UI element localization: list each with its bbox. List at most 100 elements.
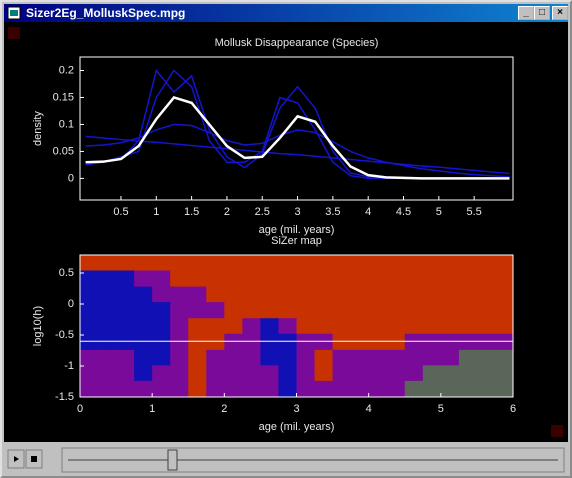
sizer-cell: [152, 286, 171, 303]
sizer-cell: [260, 255, 279, 272]
sizer-cell: [350, 318, 370, 335]
sizer-cell: [440, 255, 460, 272]
sizer-cell: [440, 302, 460, 319]
sizer-cell: [296, 318, 316, 335]
x-tick-label: 1: [149, 403, 155, 415]
sizer-cell: [224, 255, 243, 272]
sizer-cell: [476, 255, 496, 272]
sizer-cell: [314, 286, 334, 303]
y-tick-label: -1.5: [55, 391, 74, 403]
close-button[interactable]: ×: [552, 6, 568, 20]
sizer-cell: [350, 333, 370, 351]
sizer-cell: [170, 333, 189, 351]
sizer-cell: [386, 349, 406, 366]
sizer-cell: [332, 270, 352, 288]
sizer-cell: [80, 255, 99, 272]
sizer-cell: [458, 270, 478, 288]
sizer-cell: [80, 318, 99, 335]
sizer-cell: [224, 270, 243, 288]
x-tick-label: 0: [77, 403, 83, 415]
sizer-cell: [458, 302, 478, 319]
sizer-cell: [80, 286, 99, 303]
sizer-cell: [170, 302, 189, 319]
minimize-button[interactable]: _: [518, 6, 534, 20]
sizer-cell: [404, 333, 424, 351]
x-tick-label: 2.5: [255, 206, 270, 218]
sizer-cell: [350, 349, 370, 366]
sizer-cell: [314, 302, 334, 319]
sizer-cell: [80, 349, 99, 366]
sizer-cell: [224, 333, 243, 351]
sizer-cell: [476, 365, 496, 382]
sizer-cell: [368, 318, 388, 335]
sizer-cell: [332, 349, 352, 366]
sizer-cell: [170, 255, 189, 272]
sizer-cell: [494, 365, 514, 382]
x-axis-label: age (mil. years): [259, 224, 335, 236]
sizer-cell: [296, 349, 316, 366]
x-tick-label: 2: [221, 403, 227, 415]
density-curve: [85, 123, 510, 178]
sizer-cell: [98, 255, 117, 272]
sizer-cell: [134, 270, 153, 288]
y-axis-label: log10(h): [32, 306, 44, 346]
sizer-cell: [134, 302, 153, 319]
sizer-cell: [188, 349, 207, 366]
sizer-cell: [494, 286, 514, 303]
maximize-button[interactable]: □: [534, 6, 550, 20]
sizer-cell: [116, 333, 135, 351]
seek-thumb[interactable]: [167, 449, 178, 471]
sizer-cell: [206, 270, 225, 288]
x-tick-label: 5: [438, 403, 444, 415]
sizer-cell: [188, 286, 207, 303]
sizer-cell: [152, 270, 171, 288]
sizer-cell: [188, 270, 207, 288]
sizer-cell: [116, 318, 135, 335]
sizer-cell: [296, 365, 316, 382]
sizer-cell: [242, 318, 261, 335]
app-icon: [7, 6, 21, 20]
sizer-cell: [440, 365, 460, 382]
sizer-cell: [386, 286, 406, 303]
sizer-cell: [278, 255, 297, 272]
sizer-cell: [440, 270, 460, 288]
sizer-cell: [116, 302, 135, 319]
sizer-cell: [260, 302, 279, 319]
sizer-cell: [440, 333, 460, 351]
sizer-cell: [440, 286, 460, 303]
sizer-cell: [386, 255, 406, 272]
sizer-cell: [188, 380, 207, 398]
sizer-cell: [368, 255, 388, 272]
sizer-cell: [350, 365, 370, 382]
y-tick-label: -0.5: [55, 329, 74, 341]
x-tick-label: 3.5: [325, 206, 340, 218]
sizer-cell: [152, 255, 171, 272]
sizer-cell: [242, 270, 261, 288]
controls: [7, 447, 565, 473]
sizer-cell: [278, 270, 297, 288]
sizer-cell: [314, 255, 334, 272]
sizer-cell: [494, 255, 514, 272]
sizer-cell: [278, 365, 297, 382]
sizer-cell: [494, 333, 514, 351]
y-tick-label: 0.05: [53, 145, 74, 157]
x-tick-label: 5: [436, 206, 442, 218]
y-tick-label: 0.5: [59, 267, 74, 279]
sizer-cell: [350, 380, 370, 398]
sizer-cell: [476, 333, 496, 351]
sizer-cell: [134, 255, 153, 272]
sizer-cell: [458, 318, 478, 335]
sizer-cell: [476, 349, 496, 366]
sizer-cell: [368, 349, 388, 366]
sizer-cell: [134, 349, 153, 366]
sizer-cell: [116, 365, 135, 382]
sizer-cell: [296, 270, 316, 288]
sizer-cell: [332, 302, 352, 319]
x-tick-label: 4.5: [396, 206, 411, 218]
sizer-cell: [224, 349, 243, 366]
sizer-cell: [80, 270, 99, 288]
sizer-cell: [476, 380, 496, 398]
title-bar: Sizer2Eg_MolluskSpec.mpg _ □ ×: [4, 4, 568, 22]
sizer-cell: [458, 286, 478, 303]
